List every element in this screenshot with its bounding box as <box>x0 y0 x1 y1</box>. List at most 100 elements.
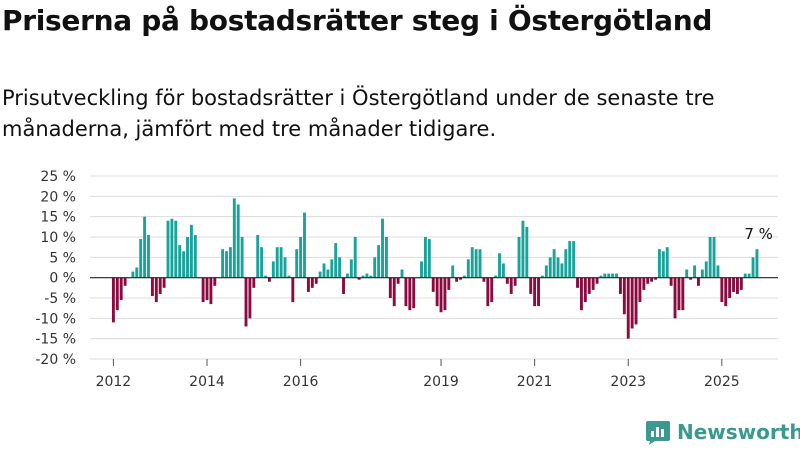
bar <box>743 273 747 278</box>
bar <box>392 277 396 307</box>
bar <box>439 277 443 313</box>
bar <box>537 277 540 307</box>
bar <box>388 277 392 298</box>
bar <box>201 277 205 303</box>
bar <box>299 237 303 278</box>
bar <box>615 273 618 278</box>
bar <box>669 277 673 286</box>
bar <box>459 277 462 280</box>
bar <box>548 257 552 278</box>
bar <box>490 277 494 303</box>
bar <box>256 234 260 278</box>
bar <box>182 251 186 278</box>
bar <box>209 277 213 305</box>
x-tick-label: 2023 <box>610 374 646 390</box>
bar <box>318 271 322 278</box>
bar <box>751 257 755 278</box>
bar <box>685 269 689 278</box>
bar <box>139 239 143 278</box>
y-tick-label: -10 % <box>35 311 76 327</box>
bar <box>345 273 349 278</box>
bar <box>482 277 486 282</box>
bar <box>400 269 404 278</box>
y-tick-label: 15 % <box>40 210 76 226</box>
bar <box>540 275 544 278</box>
bar <box>310 277 314 288</box>
bar <box>716 265 720 278</box>
grid-lines <box>90 175 778 360</box>
bar <box>271 261 275 278</box>
bar <box>735 277 739 294</box>
bar <box>494 275 498 278</box>
bar <box>654 277 657 280</box>
bar <box>423 237 427 278</box>
y-tick-label: 0 % <box>49 271 76 287</box>
bar <box>474 249 478 278</box>
bar <box>228 247 232 278</box>
bar <box>287 275 291 278</box>
bar <box>420 261 423 278</box>
bar <box>700 269 704 278</box>
bar <box>365 273 369 278</box>
bar <box>330 259 334 278</box>
bar <box>306 277 310 292</box>
bar <box>681 277 685 311</box>
bar <box>170 218 174 278</box>
bar <box>677 277 681 311</box>
bar <box>189 224 193 278</box>
bar <box>361 275 365 278</box>
bar <box>618 277 622 294</box>
bar <box>560 263 564 278</box>
bar <box>478 249 482 278</box>
bar <box>661 251 665 278</box>
newsworthy-logo: Newsworthy <box>645 419 800 445</box>
bar <box>739 277 743 290</box>
bar <box>455 277 459 282</box>
bar <box>533 277 537 307</box>
bar <box>626 277 630 339</box>
bar <box>150 277 154 296</box>
bar <box>486 277 490 307</box>
bar <box>568 241 572 278</box>
bar <box>369 275 373 278</box>
bar <box>634 277 638 325</box>
bar <box>166 220 170 278</box>
bar <box>342 277 345 294</box>
bar <box>466 259 470 278</box>
x-tick-label: 2021 <box>517 374 553 390</box>
bar <box>193 234 197 278</box>
bar <box>564 249 568 278</box>
bar <box>447 277 451 290</box>
bar <box>470 247 474 278</box>
bar <box>111 277 115 323</box>
bars <box>111 198 759 339</box>
bar <box>236 204 240 278</box>
bar <box>178 245 182 278</box>
bar <box>603 273 607 278</box>
bar <box>607 273 611 278</box>
bar <box>720 277 724 303</box>
x-tick-label: 2012 <box>96 374 132 390</box>
bar <box>143 216 147 278</box>
bar <box>267 277 271 282</box>
bar <box>521 220 525 278</box>
bar <box>174 220 178 278</box>
y-tick-label: 5 % <box>49 250 76 266</box>
bar-chart-logo-icon <box>646 421 670 445</box>
bar <box>384 237 388 278</box>
bar <box>451 265 455 278</box>
bar <box>611 273 615 278</box>
bar <box>147 234 150 278</box>
bar <box>408 277 412 311</box>
bar <box>579 277 583 311</box>
bar <box>260 247 264 278</box>
bar <box>646 277 650 284</box>
bar <box>158 277 162 294</box>
bar <box>657 249 661 278</box>
bar <box>696 277 700 286</box>
bar <box>505 277 509 284</box>
y-tick-label: -5 % <box>44 291 76 307</box>
bar <box>412 277 416 309</box>
y-axis-labels: 25 % 20 % 15 % 10 % 5 % 0 % -5 % -10 % -15 % -20 … <box>35 169 76 368</box>
bar <box>162 277 166 288</box>
